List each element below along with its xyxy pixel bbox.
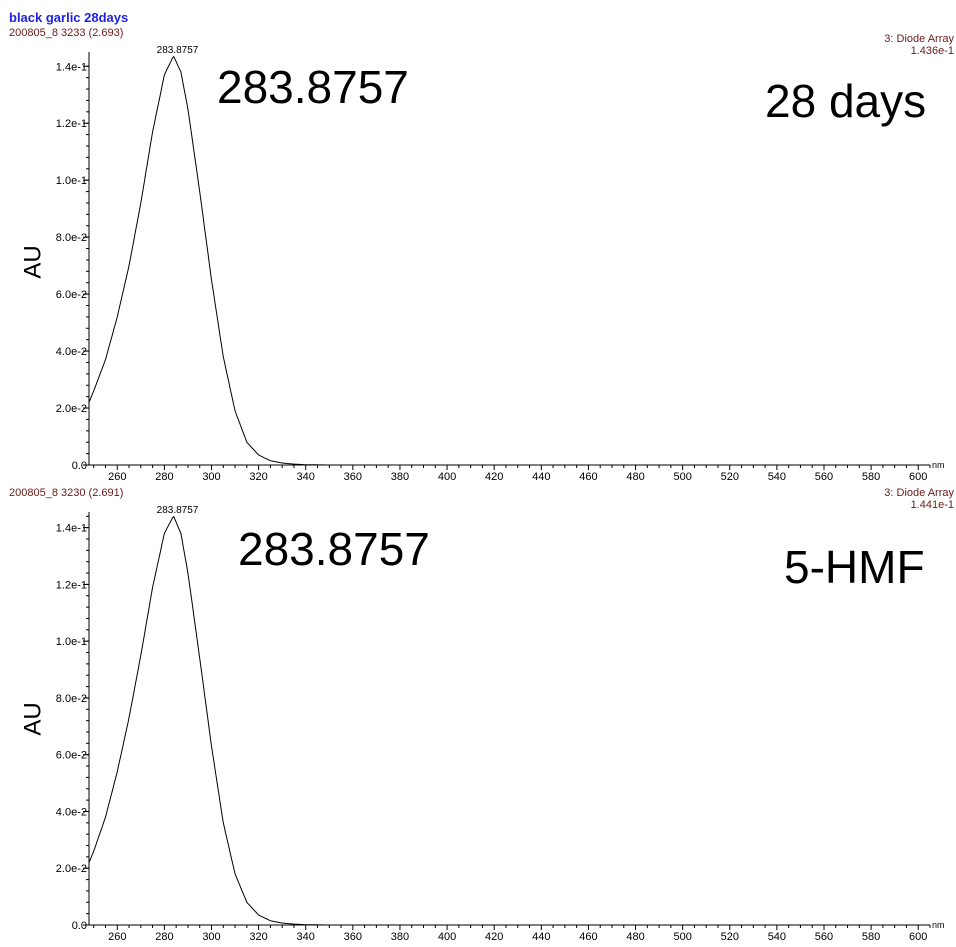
y-tick-label: 2.0e-2 [56, 403, 87, 415]
y-tick-label: 1.4e-1 [56, 523, 87, 535]
x-tick-label: 340 [297, 931, 315, 943]
x-tick-label: 520 [721, 931, 739, 943]
y-tick-label: 6.0e-2 [56, 289, 87, 301]
peak-label: 283.8757 [157, 45, 199, 56]
y-tick-label: 1.2e-1 [56, 579, 87, 591]
sample-annotation: 5-HMF [784, 541, 925, 593]
x-tick-label: 260 [108, 931, 126, 943]
x-tick-label: 480 [626, 931, 644, 943]
sample-annotation: 28 days [765, 75, 927, 127]
y-tick-label: 4.0e-2 [56, 806, 87, 818]
spectrum-line [88, 55, 930, 466]
x-tick-label: 580 [862, 931, 880, 943]
panel-header-detector: 3: Diode Array [884, 487, 954, 499]
x-axis-label: nm [932, 920, 945, 930]
spectrum-chart-1: 260 280 300 320 340 360 380 400 420 440 460 480 500 5… [56, 45, 945, 483]
y-tick-label: 0.0 [72, 920, 87, 932]
x-tick-label: 440 [532, 471, 550, 483]
x-tick-label: 500 [673, 471, 691, 483]
x-tick-label: 560 [815, 931, 833, 943]
spectrum-line [88, 515, 930, 926]
x-tick-label: 420 [485, 471, 503, 483]
y-tick-label: 1.0e-1 [56, 636, 87, 648]
x-tick-label: 480 [626, 471, 644, 483]
spectrum-panel-1: 200805_8 3233 (2.693) 3: Diode Array 1.4… [9, 27, 954, 483]
y-tick-label: 4.0e-2 [56, 346, 87, 358]
x-tick-label: 340 [297, 471, 315, 483]
x-tick-label: 460 [579, 931, 597, 943]
x-tick-label: 520 [721, 471, 739, 483]
x-tick-label: 540 [768, 471, 786, 483]
x-tick-label: 420 [485, 931, 503, 943]
y-tick-label: 8.0e-2 [56, 693, 87, 705]
y-tick-label: 0.0 [72, 460, 87, 472]
peak-annotation-value: 283.8757 [217, 61, 409, 113]
x-tick-label: 440 [532, 931, 550, 943]
x-tick-label: 320 [249, 471, 267, 483]
x-tick-label: 360 [344, 471, 362, 483]
page-title: black garlic 28days [9, 10, 129, 25]
panel-header-detector: 3: Diode Array [884, 33, 954, 45]
x-tick-label: 380 [391, 471, 409, 483]
x-tick-label: 300 [202, 471, 220, 483]
panel-header-left: 200805_8 3233 (2.693) [9, 27, 124, 39]
peak-annotation-value: 283.8757 [238, 523, 430, 575]
panel-header-max: 1.441e-1 [910, 499, 954, 511]
y-tick-label: 1.0e-1 [56, 175, 87, 187]
y-tick-label: 8.0e-2 [56, 232, 87, 244]
x-tick-label: 320 [249, 931, 267, 943]
x-tick-label: 600 [909, 471, 927, 483]
x-tick-label: 360 [344, 931, 362, 943]
x-tick-label: 400 [438, 471, 456, 483]
y-tick-label: 1.2e-1 [56, 118, 87, 130]
x-tick-label: 400 [438, 931, 456, 943]
peak-label: 283.8757 [157, 505, 199, 516]
x-axis-label: nm [932, 460, 945, 470]
x-tick-label: 580 [862, 471, 880, 483]
x-tick-label: 280 [155, 471, 173, 483]
y-tick-label: 2.0e-2 [56, 863, 87, 875]
x-tick-label: 540 [768, 931, 786, 943]
x-tick-label: 300 [202, 931, 220, 943]
y-tick-label: 1.4e-1 [56, 61, 87, 73]
panel-header-max: 1.436e-1 [910, 45, 954, 57]
panel-header-left: 200805_8 3230 (2.691) [9, 487, 124, 499]
x-tick-label: 500 [673, 931, 691, 943]
x-tick-label: 260 [108, 471, 126, 483]
y-tick-label: 6.0e-2 [56, 750, 87, 762]
x-tick-label: 280 [155, 931, 173, 943]
x-tick-label: 380 [391, 931, 409, 943]
x-tick-label: 600 [909, 931, 927, 943]
x-tick-label: 560 [815, 471, 833, 483]
x-tick-label: 460 [579, 471, 597, 483]
